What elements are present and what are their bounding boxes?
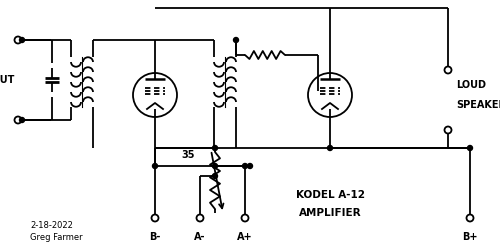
Circle shape xyxy=(328,145,332,150)
Circle shape xyxy=(234,38,238,43)
Text: INPUT: INPUT xyxy=(0,75,14,85)
Text: 2-18-2022: 2-18-2022 xyxy=(30,220,73,230)
Text: KODEL A-12: KODEL A-12 xyxy=(296,190,364,200)
Circle shape xyxy=(196,214,203,222)
Text: 35: 35 xyxy=(182,150,195,160)
Text: B-: B- xyxy=(150,232,160,242)
Circle shape xyxy=(248,164,252,169)
Text: A+: A+ xyxy=(237,232,253,242)
Circle shape xyxy=(444,67,452,74)
Circle shape xyxy=(444,127,452,134)
Circle shape xyxy=(152,214,158,222)
Circle shape xyxy=(468,145,472,150)
Text: Greg Farmer: Greg Farmer xyxy=(30,234,82,242)
Circle shape xyxy=(14,116,21,123)
Text: AMPLIFIER: AMPLIFIER xyxy=(298,208,362,218)
Circle shape xyxy=(212,164,218,169)
Text: A-: A- xyxy=(194,232,206,242)
Circle shape xyxy=(14,37,21,44)
Circle shape xyxy=(152,164,158,169)
Text: LOUD: LOUD xyxy=(456,80,486,90)
Circle shape xyxy=(20,117,24,122)
Text: SPEAKER: SPEAKER xyxy=(456,100,500,110)
Circle shape xyxy=(212,145,218,150)
Circle shape xyxy=(466,214,473,222)
Circle shape xyxy=(242,214,248,222)
Text: B+: B+ xyxy=(462,232,478,242)
Circle shape xyxy=(212,173,218,178)
Circle shape xyxy=(20,38,24,43)
Circle shape xyxy=(242,164,248,169)
